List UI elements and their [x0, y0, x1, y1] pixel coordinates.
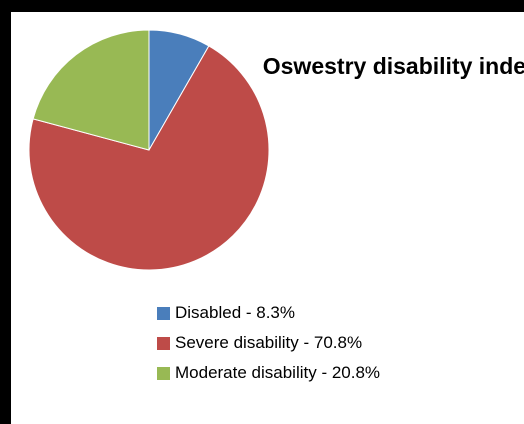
legend-label-disabled: Disabled - 8.3% [175, 303, 296, 322]
legend-label-severe-disability: Severe disability - 70.8% [175, 333, 363, 352]
legend-item-moderate-disability: Moderate disability - 20.8% [157, 358, 380, 388]
legend-item-disabled: Disabled - 8.3% [157, 298, 380, 328]
legend-swatch-severe-disability [157, 336, 170, 350]
pie-slice-severe-disability [28, 45, 270, 271]
pie-slice-moderate-disability [32, 29, 150, 151]
legend: Disabled - 8.3% Severe disability - 70.8… [157, 298, 380, 388]
legend-label-moderate-disability: Moderate disability - 20.8% [175, 363, 381, 382]
chart-frame: Oswestry disability index. Disabled - 8.… [11, 12, 524, 424]
legend-swatch-moderate-disability [157, 366, 170, 380]
legend-swatch-disabled [157, 306, 170, 320]
pie-chart [28, 29, 270, 271]
chart-title: Oswestry disability index. [262, 53, 524, 79]
legend-item-severe-disability: Severe disability - 70.8% [157, 328, 380, 358]
